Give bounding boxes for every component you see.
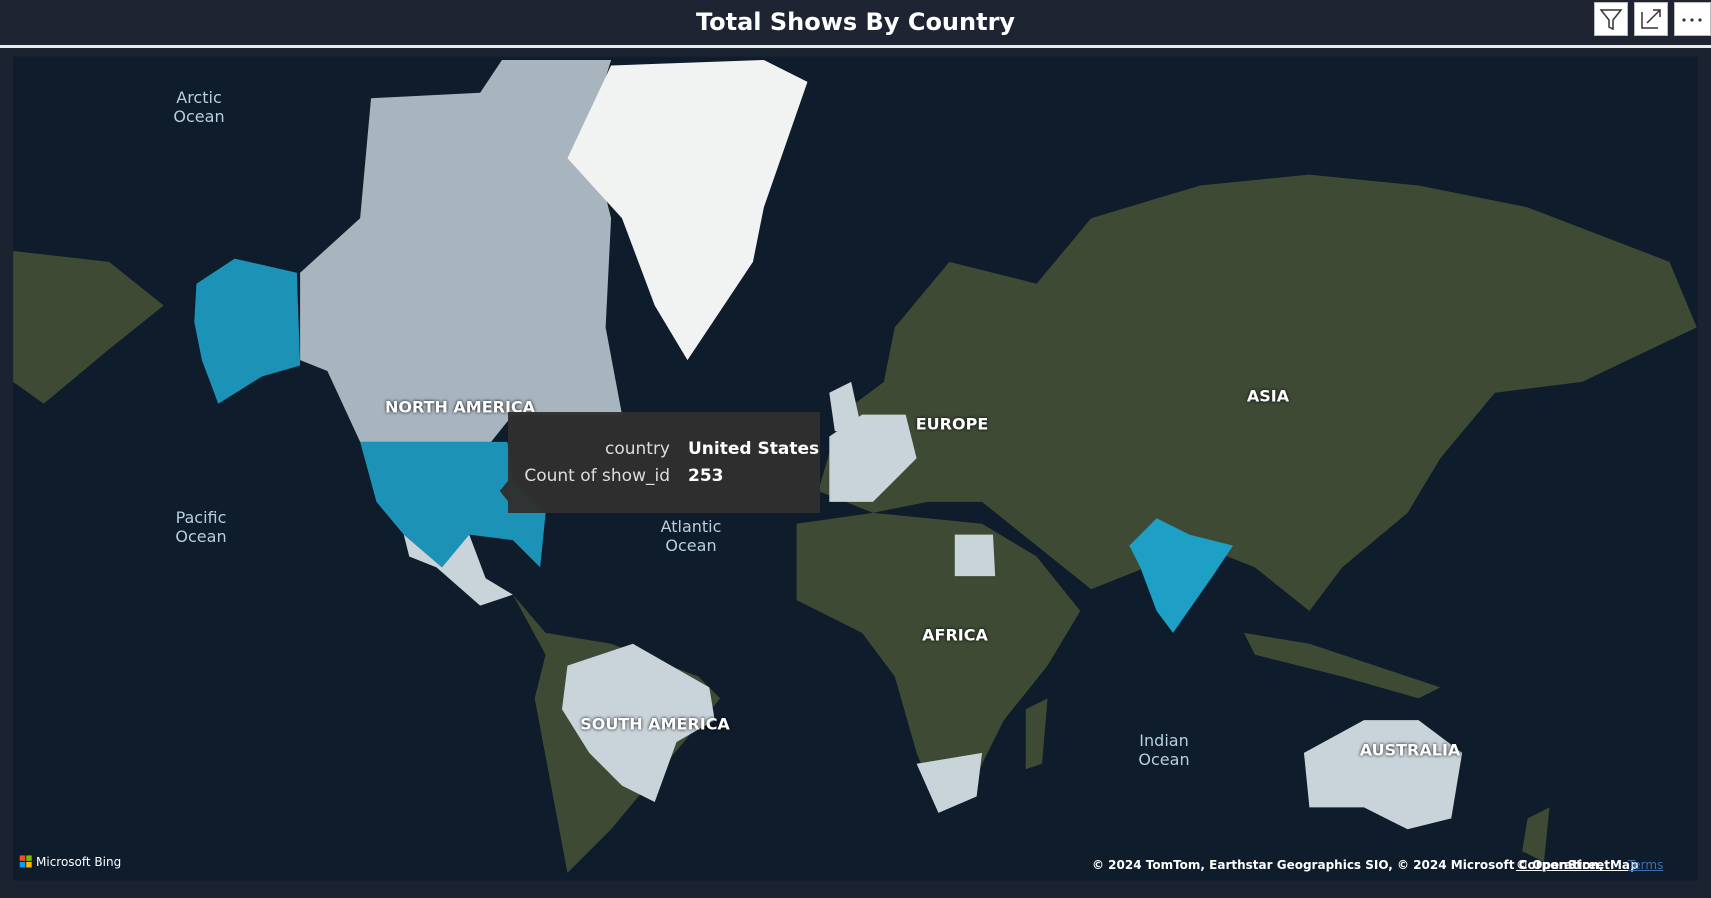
ocean-label: Pacific Ocean — [175, 508, 227, 546]
united-kingdom[interactable] — [829, 381, 863, 431]
united-states[interactable] — [360, 441, 546, 568]
brazil[interactable] — [561, 643, 715, 802]
tooltip: country United States Count of show_id 2… — [508, 412, 820, 513]
osm-link[interactable]: © OpenStreetMap — [1516, 858, 1639, 872]
australia[interactable] — [1303, 720, 1463, 830]
more-icon — [1682, 18, 1702, 22]
continent-label: AFRICA — [922, 625, 988, 645]
europe-countries[interactable] — [829, 414, 917, 502]
bing-logo-text: Microsoft Bing — [36, 855, 122, 869]
continent-label: SOUTH AMERICA — [580, 714, 730, 734]
continent-label: EUROPE — [915, 414, 989, 434]
ocean-label: Atlantic Ocean — [660, 517, 722, 555]
continent-label: ASIA — [1246, 386, 1290, 406]
tooltip-row: country United States — [508, 439, 820, 463]
filter-button[interactable] — [1594, 2, 1628, 36]
tooltip-pointer — [499, 480, 509, 502]
focus-icon — [1641, 9, 1661, 29]
south-africa[interactable] — [916, 752, 983, 813]
egypt[interactable] — [954, 534, 996, 577]
terms-link[interactable]: Terms — [1628, 858, 1664, 872]
filter-icon — [1599, 9, 1623, 31]
continent-label: NORTH AMERICA — [384, 397, 536, 417]
tooltip-value: United States — [688, 439, 820, 459]
alaska[interactable] — [194, 258, 301, 404]
bing-logo-icon — [19, 855, 32, 868]
tooltip-key: country — [604, 439, 670, 459]
tooltip-value: 253 — [688, 466, 724, 486]
continent-label: AUSTRALIA — [1359, 740, 1461, 760]
header: Total Shows By Country — [0, 0, 1711, 48]
greenland — [567, 60, 808, 361]
tooltip-row: Count of show_id 253 — [508, 466, 820, 490]
ocean-label: Arctic Ocean — [173, 88, 225, 126]
tooltip-key: Count of show_id — [524, 466, 670, 486]
attribution: © 2024 TomTom, Earthstar Geographics SIO… — [1092, 858, 1604, 872]
more-button[interactable] — [1674, 2, 1711, 36]
focus-button[interactable] — [1634, 2, 1668, 36]
title: Total Shows By Country — [695, 8, 1016, 36]
ocean-label: Indian Ocean — [1138, 731, 1190, 769]
mexico[interactable] — [403, 534, 513, 606]
india[interactable] — [1129, 518, 1234, 633]
canada[interactable] — [300, 60, 622, 442]
